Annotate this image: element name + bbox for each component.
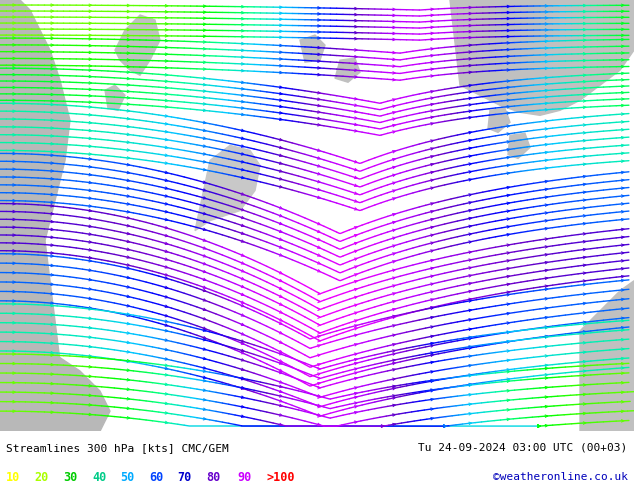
Text: 30: 30 xyxy=(63,470,77,484)
Text: 10: 10 xyxy=(6,470,20,484)
Text: 70: 70 xyxy=(178,470,191,484)
Text: Tu 24-09-2024 03:00 UTC (00+03): Tu 24-09-2024 03:00 UTC (00+03) xyxy=(418,442,628,453)
Polygon shape xyxy=(105,85,125,110)
Polygon shape xyxy=(0,311,110,431)
Polygon shape xyxy=(450,0,634,115)
Polygon shape xyxy=(335,58,360,82)
Polygon shape xyxy=(580,281,634,431)
Text: Streamlines 300 hPa [kts] CMC/GEM: Streamlines 300 hPa [kts] CMC/GEM xyxy=(6,442,229,453)
Text: ©weatheronline.co.uk: ©weatheronline.co.uk xyxy=(493,472,628,482)
Polygon shape xyxy=(300,35,325,62)
Text: 90: 90 xyxy=(238,470,252,484)
Polygon shape xyxy=(488,108,510,132)
Text: 20: 20 xyxy=(35,470,49,484)
Polygon shape xyxy=(0,0,70,431)
Text: 40: 40 xyxy=(92,470,106,484)
Text: 60: 60 xyxy=(149,470,163,484)
Text: 50: 50 xyxy=(120,470,134,484)
Text: 80: 80 xyxy=(206,470,220,484)
Polygon shape xyxy=(508,133,530,158)
Text: >100: >100 xyxy=(266,470,295,484)
Polygon shape xyxy=(195,146,260,231)
Polygon shape xyxy=(115,15,160,75)
